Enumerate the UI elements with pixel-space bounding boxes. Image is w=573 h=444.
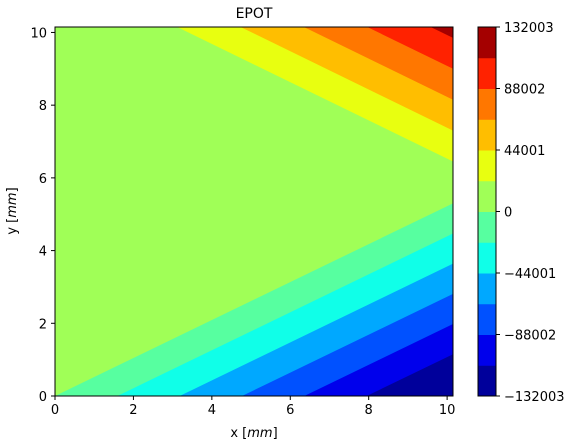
x-tick-label: 4 (208, 403, 216, 418)
x-tick-label: 8 (365, 403, 373, 418)
x-axis-ticks: 0 2 4 6 8 10 (51, 396, 456, 418)
y-axis-ticks: 0 2 4 6 8 10 (30, 26, 55, 405)
x-tick-label: 10 (439, 403, 456, 418)
contour-band-negative-6 (366, 354, 453, 396)
x-axis-label-prefix: x [ (230, 426, 247, 441)
x-tick-label: 6 (286, 403, 294, 418)
y-tick-label: 8 (39, 99, 47, 114)
y-tick-label: 2 (39, 317, 47, 332)
y-axis-label: y [mm] (5, 187, 20, 234)
x-axis-label: x [mm] (230, 426, 277, 441)
colorbar-tick-label: −88002 (504, 329, 556, 344)
colorbar-tick-label: −44001 (504, 267, 556, 282)
colorbar (478, 27, 496, 397)
colorbar-band (478, 242, 496, 274)
y-axis-label-suffix: ] (5, 187, 20, 192)
colorbar-band (478, 119, 496, 151)
lower-contour-bands (55, 203, 453, 396)
colorbar-band (478, 180, 496, 212)
colorbar-tick-label: 44001 (504, 144, 545, 159)
x-axis-label-suffix: ] (273, 426, 278, 441)
x-axis-label-unit: mm (247, 426, 272, 441)
y-tick-label: 4 (39, 245, 47, 260)
colorbar-band (478, 334, 496, 366)
colorbar-band (478, 27, 496, 59)
colorbar-band (478, 211, 496, 243)
colorbar-band (478, 57, 496, 89)
upper-contour-bands (177, 27, 453, 162)
colorbar-tick-label: −132003 (504, 390, 565, 405)
y-axis-label-unit: mm (5, 192, 20, 217)
colorbar-ticks: 132003 88002 44001 0 −44001 −88002 −132003 (496, 21, 565, 405)
colorbar-band (478, 365, 496, 397)
plot-area (55, 27, 453, 396)
colorbar-band (478, 273, 496, 305)
colorbar-tick-label: 88002 (504, 83, 545, 98)
plot-frame (54, 26, 454, 397)
y-tick-label: 6 (39, 172, 47, 187)
colorbar-band (478, 303, 496, 335)
x-tick-label: 2 (129, 403, 137, 418)
colorbar-tick-label: 132003 (504, 21, 554, 36)
chart-title: EPOT (236, 6, 273, 22)
colorbar-band (478, 150, 496, 182)
y-axis-label-prefix: y [ (5, 218, 20, 235)
y-tick-label: 0 (39, 390, 47, 405)
colorbar-band (478, 88, 496, 120)
y-tick-label: 10 (30, 26, 47, 41)
contour-band-positive-5 (430, 27, 453, 38)
contour-band-positive-4 (367, 27, 453, 69)
colorbar-tick-label: 0 (504, 206, 512, 221)
x-tick-label: 0 (51, 403, 59, 418)
